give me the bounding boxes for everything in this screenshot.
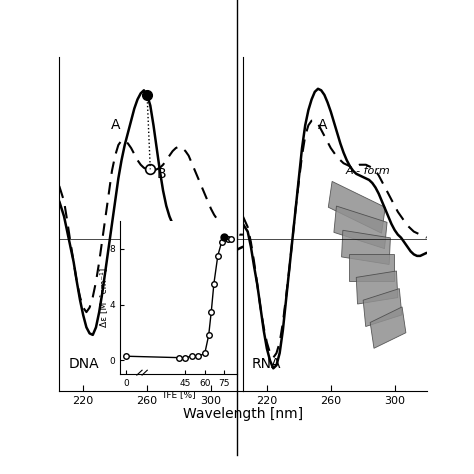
Polygon shape xyxy=(370,307,406,348)
Text: A - form: A - form xyxy=(346,165,391,175)
Polygon shape xyxy=(356,271,398,304)
Text: B: B xyxy=(157,167,166,181)
Polygon shape xyxy=(349,254,393,281)
Text: A: A xyxy=(318,118,328,132)
Text: A: A xyxy=(110,118,120,132)
Text: DNA: DNA xyxy=(68,357,99,371)
Polygon shape xyxy=(328,182,385,233)
Text: Wavelength [nm]: Wavelength [nm] xyxy=(183,407,303,420)
Polygon shape xyxy=(363,289,402,327)
Polygon shape xyxy=(334,206,387,249)
Polygon shape xyxy=(342,230,391,264)
Text: RNA: RNA xyxy=(252,357,282,371)
